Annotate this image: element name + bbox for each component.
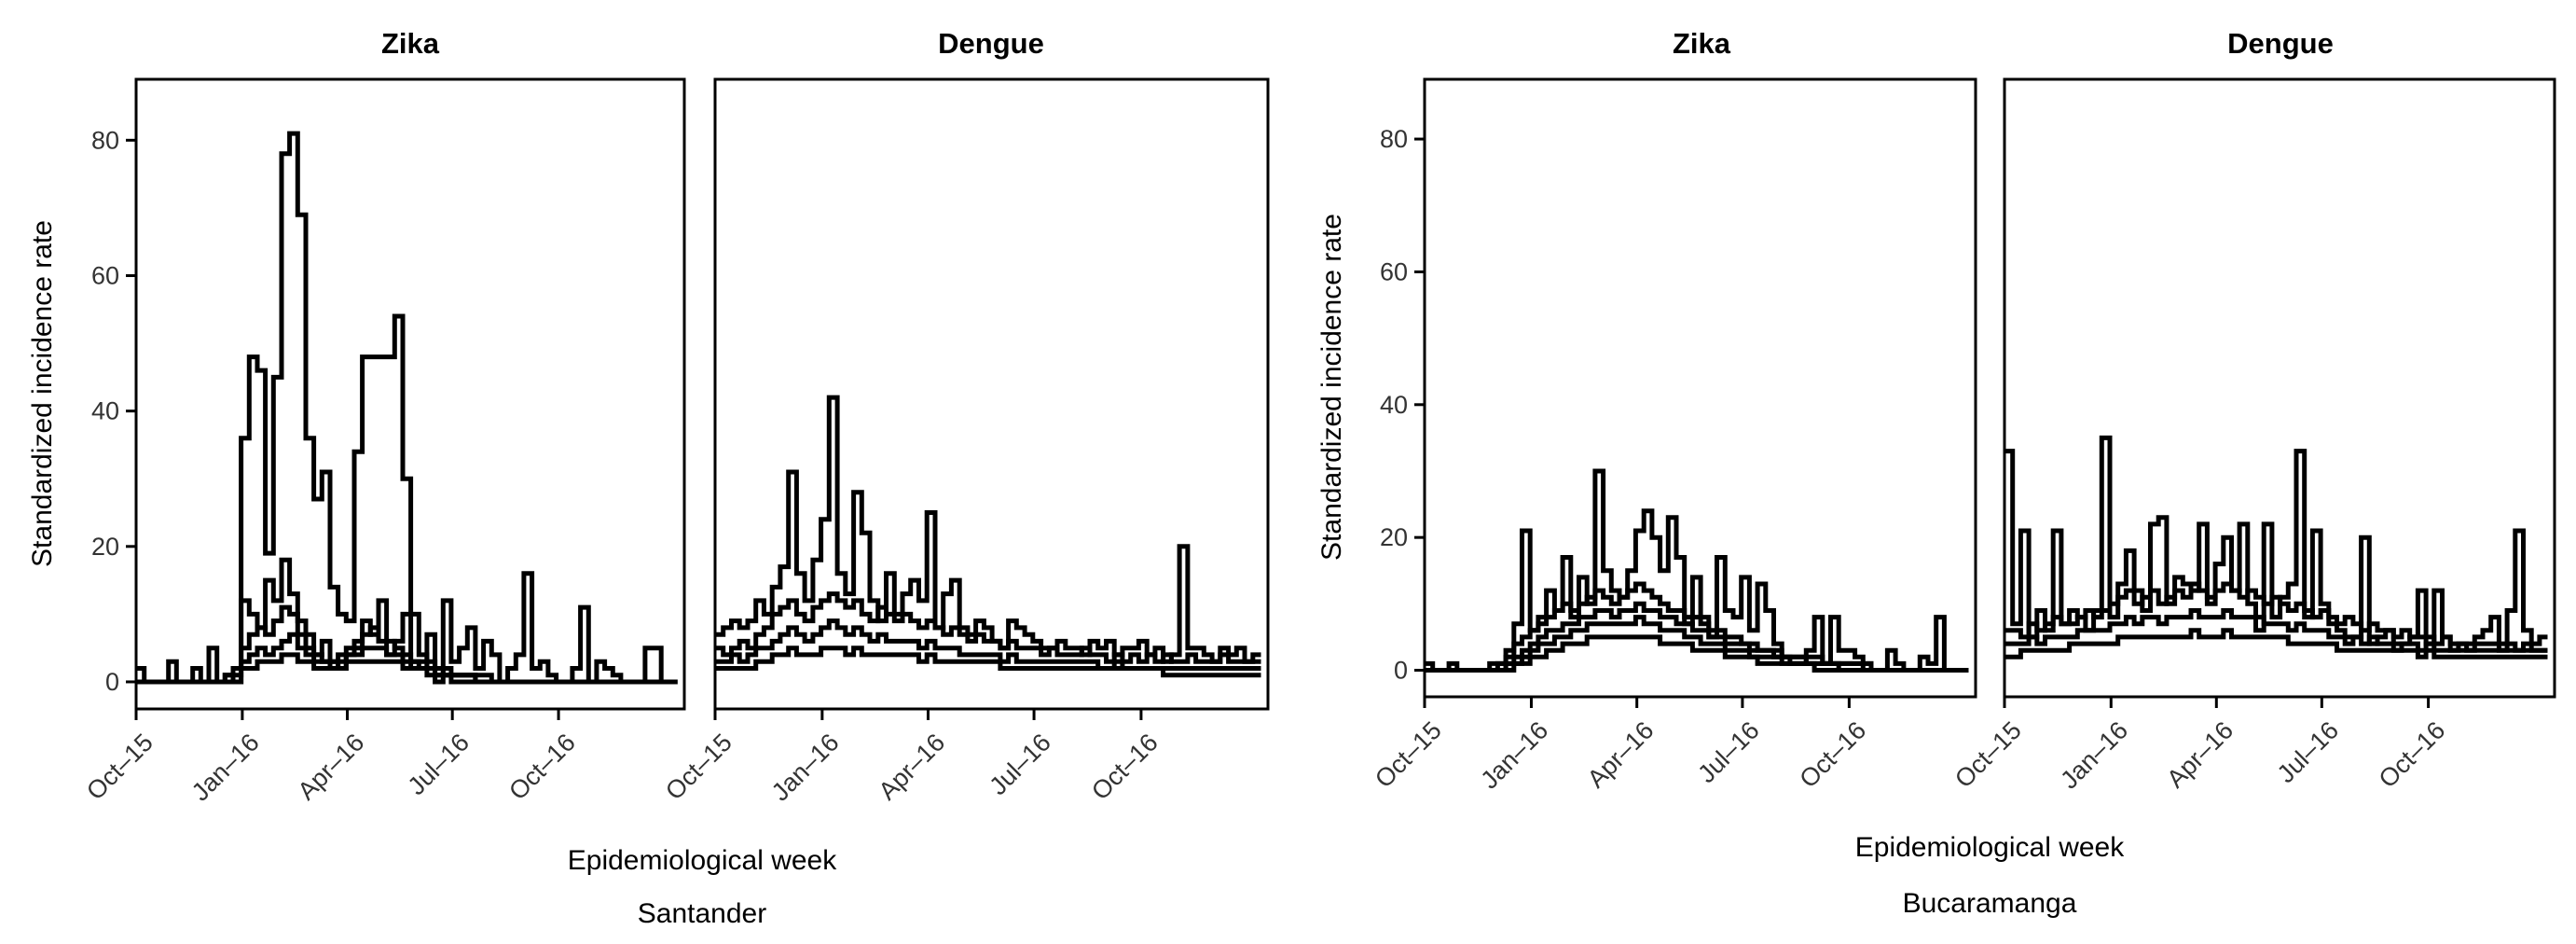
bucaramanga-zika-municipality-5-line bbox=[1425, 634, 1969, 673]
bucaramanga-x-axis-title: Epidemiological week bbox=[1855, 832, 2125, 863]
bucaramanga-dengue-x-tick-label-oct-16: Oct–16 bbox=[2374, 716, 2451, 794]
santander-dengue-title: Dengue bbox=[938, 27, 1044, 60]
santander-zika-municipality-1-line bbox=[136, 131, 678, 685]
bucaramanga-zika-x-tick-label-jul-16: Jul–16 bbox=[1692, 716, 1764, 788]
santander-zika-municipality-5-line bbox=[136, 652, 678, 685]
bucaramanga-dengue-title: Dengue bbox=[2227, 27, 2334, 60]
bucaramanga-dengue-x-axis: Oct–15 Jan–16 Apr–16 Jul–16 Oct–16 bbox=[1949, 697, 2450, 794]
bucaramanga-zika-municipality-1-line bbox=[1425, 468, 1969, 673]
bucaramanga-dengue-x-tick-label-jul-16: Jul–16 bbox=[2272, 716, 2344, 788]
bucaramanga-y-axis-title: Standardized incidence rate bbox=[1316, 214, 1347, 561]
bucaramanga-dengue-municipality-4-line bbox=[2004, 628, 2548, 659]
bucaramanga-figure: Zika Dengue 0 20 40 60 80 Oct–15 Jan–16 Apr–16… bbox=[1316, 27, 2556, 919]
santander-dengue-municipality-2-line bbox=[715, 591, 1261, 664]
santander-dengue-plot bbox=[715, 395, 1261, 678]
santander-dengue-x-tick-label-jul-16: Jul–16 bbox=[984, 729, 1055, 800]
santander-y-axis-title: Standardized incidence rate bbox=[27, 220, 58, 567]
bucaramanga-zika-municipality-3-line bbox=[1425, 601, 1969, 673]
bucaramanga-zika-x-axis: Oct–15 Jan–16 Apr–16 Jul–16 Oct–16 bbox=[1370, 697, 1871, 794]
santander-zika-panel: 0 20 40 60 80 Oct–15 Jan–16 Apr–16 Jul–16 Oct–16 bbox=[81, 77, 686, 806]
santander-y-tick-label-0: 0 bbox=[105, 668, 119, 696]
santander-dengue-municipality-1-line bbox=[715, 395, 1261, 664]
santander-zika-title: Zika bbox=[381, 27, 440, 60]
santander-zika-x-axis: Oct–15 Jan–16 Apr–16 Jul–16 Oct–16 bbox=[81, 709, 581, 806]
bucaramanga-zika-panel: 0 20 40 60 80 Oct–15 Jan–16 Apr–16 Jul–16 Oct–16 bbox=[1370, 77, 1977, 794]
santander-dengue-x-tick-label-jan-16: Jan–16 bbox=[766, 729, 845, 807]
bucaramanga-zika-frame bbox=[1423, 77, 1977, 699]
santander-zika-x-tick-label-oct-16: Oct–16 bbox=[503, 729, 581, 806]
santander-dengue-x-axis: Oct–15 Jan–16 Apr–16 Jul–16 Oct–16 bbox=[660, 709, 1164, 806]
bucaramanga-dengue-x-tick-label-apr-16: Apr–16 bbox=[2161, 716, 2239, 794]
santander-y-tick-label-80: 80 bbox=[91, 126, 119, 154]
bucaramanga-y-tick-label-40: 40 bbox=[1380, 391, 1408, 419]
santander-dengue-municipality-4-line bbox=[715, 646, 1261, 678]
bucaramanga-y-tick-label-60: 60 bbox=[1380, 257, 1408, 285]
santander-zika-x-tick-label-apr-16: Apr–16 bbox=[293, 729, 370, 806]
santander-zika-plot bbox=[136, 131, 678, 685]
santander-figure: Zika Dengue 0 20 40 60 80 Oct–15 Jan–16 Apr–16… bbox=[27, 27, 1270, 929]
santander-zika-x-tick-label-oct-15: Oct–15 bbox=[81, 729, 158, 806]
santander-zika-frame bbox=[134, 77, 686, 711]
bucaramanga-dengue-x-tick-label-jan-16: Jan–16 bbox=[2055, 716, 2133, 795]
santander-dengue-panel: Oct–15 Jan–16 Apr–16 Jul–16 Oct–16 bbox=[660, 77, 1270, 806]
bucaramanga-zika-x-tick-label-apr-16: Apr–16 bbox=[1582, 716, 1660, 794]
santander-y-axis: 0 20 40 60 80 bbox=[91, 126, 136, 696]
santander-y-tick-label-60: 60 bbox=[91, 261, 119, 289]
bucaramanga-zika-title: Zika bbox=[1673, 27, 1731, 60]
bucaramanga-region-label: Bucaramanga bbox=[1903, 888, 2077, 919]
santander-dengue-x-tick-label-oct-16: Oct–16 bbox=[1086, 729, 1164, 806]
bucaramanga-dengue-plot bbox=[2004, 435, 2548, 659]
santander-zika-x-tick-label-jul-16: Jul–16 bbox=[403, 729, 475, 800]
bucaramanga-dengue-municipality-3-line bbox=[2004, 608, 2548, 653]
bucaramanga-y-tick-label-80: 80 bbox=[1380, 125, 1408, 153]
bucaramanga-dengue-panel: Oct–15 Jan–16 Apr–16 Jul–16 Oct–16 bbox=[1949, 77, 2556, 794]
santander-region-label: Santander bbox=[638, 898, 766, 929]
bucaramanga-dengue-municipality-2-line bbox=[2004, 581, 2548, 653]
bucaramanga-dengue-frame bbox=[2003, 77, 2556, 699]
santander-y-tick-label-20: 20 bbox=[91, 533, 119, 561]
bucaramanga-zika-x-tick-label-oct-15: Oct–15 bbox=[1370, 716, 1447, 794]
bucaramanga-zika-plot bbox=[1425, 468, 1969, 673]
bucaramanga-zika-x-tick-label-jan-16: Jan–16 bbox=[1475, 716, 1553, 795]
santander-dengue-x-tick-label-apr-16: Apr–16 bbox=[873, 729, 950, 806]
santander-y-tick-label-40: 40 bbox=[91, 397, 119, 425]
santander-x-axis-title: Epidemiological week bbox=[568, 845, 837, 876]
santander-zika-x-tick-label-jan-16: Jan–16 bbox=[186, 729, 265, 807]
bucaramanga-dengue-x-tick-label-oct-15: Oct–15 bbox=[1949, 716, 2027, 794]
bucaramanga-y-axis: 0 20 40 60 80 bbox=[1380, 125, 1425, 685]
santander-dengue-frame bbox=[713, 77, 1270, 711]
bucaramanga-zika-x-tick-label-oct-16: Oct–16 bbox=[1794, 716, 1871, 794]
santander-dengue-x-tick-label-oct-15: Oct–15 bbox=[660, 729, 737, 806]
bucaramanga-y-tick-label-20: 20 bbox=[1380, 523, 1408, 551]
bucaramanga-y-tick-label-0: 0 bbox=[1394, 657, 1408, 685]
